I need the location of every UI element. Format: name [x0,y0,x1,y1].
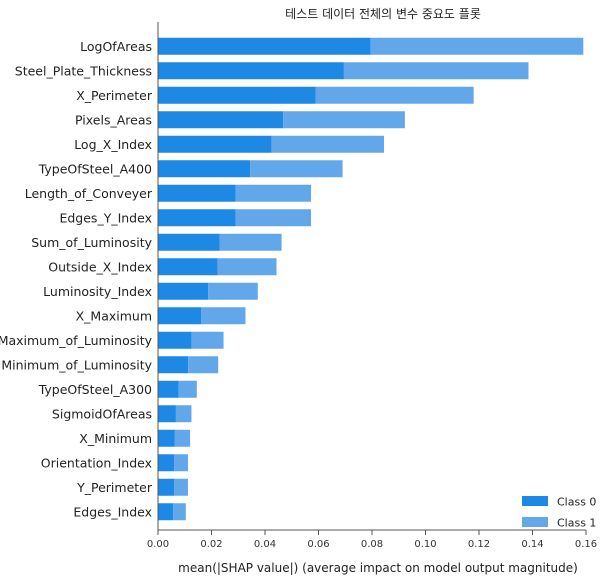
bar-class0-x-maximum [158,307,202,325]
bar-class1-steel-plate-thickness [343,62,529,80]
bar-class0-x-perimeter [158,86,316,104]
bar-class0-x-minimum [158,429,175,447]
y-label: TypeOfSteel_A300 [38,382,152,397]
bar-class1-edges-y-index [235,209,312,227]
y-label: TypeOfSteel_A400 [38,161,152,176]
y-label: Edges_Y_Index [59,210,152,225]
y-label: LogOfAreas [80,39,152,54]
y-label: Maximum_of_Luminosity [0,333,153,348]
x-tick-label: 0.12 [468,539,490,550]
bar-class1-logofareas [370,37,584,55]
bar-class1-sum-of-luminosity [219,233,282,251]
bar-class1-typeofsteel-a300 [178,380,197,398]
bar-class0-y-perimeter [158,478,175,496]
bar-class1-length-of-conveyer [235,184,312,202]
bar-class0-typeofsteel-a300 [158,380,179,398]
legend-label-class1: Class 1 [557,517,596,530]
bar-class0-orientation-index [158,454,175,472]
bar-class0-edges-index [158,503,174,521]
chart-title: 테스트 데이터 전체의 변수 중요도 플롯 [285,7,481,21]
bar-class1-edges-index [173,503,186,521]
y-label: X_Maximum [76,308,152,323]
bar-class0-luminosity-index [158,282,209,300]
bar-class0-maximum-of-luminosity [158,331,192,349]
bar-class1-maximum-of-luminosity [191,331,224,349]
x-tick-label: 0.16 [575,539,597,550]
y-label: Sum_of_Luminosity [31,235,152,250]
bar-class0-length-of-conveyer [158,184,236,202]
bar-class1-x-perimeter [315,86,474,104]
bar-class1-outside-x-index [217,258,277,276]
legend: Class 0 Class 1 [522,496,596,530]
bar-class0-typeofsteel-a400 [158,160,251,178]
bar-class1-minimum-of-luminosity [188,356,219,374]
x-tick-label: 0.06 [307,539,329,550]
y-label: Length_of_Conveyer [25,186,153,201]
y-label: Orientation_Index [41,455,152,470]
y-label: Outside_X_Index [48,259,152,274]
x-ticks-group: 0.00 0.02 0.04 0.06 0.08 0.10 0.12 0.14 0.16 [147,530,597,550]
legend-swatch-class0 [522,496,548,506]
y-label: Edges_Index [73,504,152,519]
bar-class0-sum-of-luminosity [158,233,220,251]
bar-class0-log-x-index [158,135,272,153]
x-tick-label: 0.00 [147,539,169,550]
bars-group [158,37,584,521]
y-label: SigmoidOfAreas [52,406,152,421]
y-label: X_Perimeter [76,88,153,103]
bar-class0-minimum-of-luminosity [158,356,189,374]
bar-class1-log-x-index [271,135,385,153]
x-tick-label: 0.14 [521,539,543,550]
bar-class0-steel-plate-thickness [158,62,344,80]
bar-class0-pixels-areas [158,111,284,129]
y-label: X_Minimum [79,431,152,446]
y-label: Luminosity_Index [43,284,152,299]
bar-class1-pixels-areas [283,111,405,129]
y-label: Log_X_Index [74,137,152,152]
bar-class1-x-minimum [174,429,191,447]
x-tick-label: 0.04 [254,539,276,550]
bar-class0-sigmoidofareas [158,405,176,423]
x-axis-label: mean(|SHAP value|) (average impact on mo… [178,561,578,575]
bar-class0-logofareas [158,37,371,55]
bar-class1-sigmoidofareas [175,405,192,423]
legend-label-class0: Class 0 [557,496,596,509]
y-label: Y_Perimeter [76,480,153,495]
x-tick-label: 0.02 [200,539,222,550]
bar-class1-typeofsteel-a400 [250,160,343,178]
bar-class0-outside-x-index [158,258,218,276]
y-label: Steel_Plate_Thickness [15,63,152,78]
y-labels-group: LogOfAreas Steel_Plate_Thickness X_Perimet… [0,39,153,520]
legend-swatch-class1 [522,517,548,527]
y-label: Pixels_Areas [75,112,152,127]
bar-class1-orientation-index [174,454,188,472]
bar-class1-x-maximum [201,307,246,325]
x-tick-label: 0.08 [361,539,383,550]
bar-class1-luminosity-index [208,282,258,300]
bar-class0-edges-y-index [158,209,236,227]
y-label: Minimum_of_Luminosity [1,357,152,372]
bar-class1-y-perimeter [174,478,188,496]
x-tick-label: 0.10 [414,539,436,550]
